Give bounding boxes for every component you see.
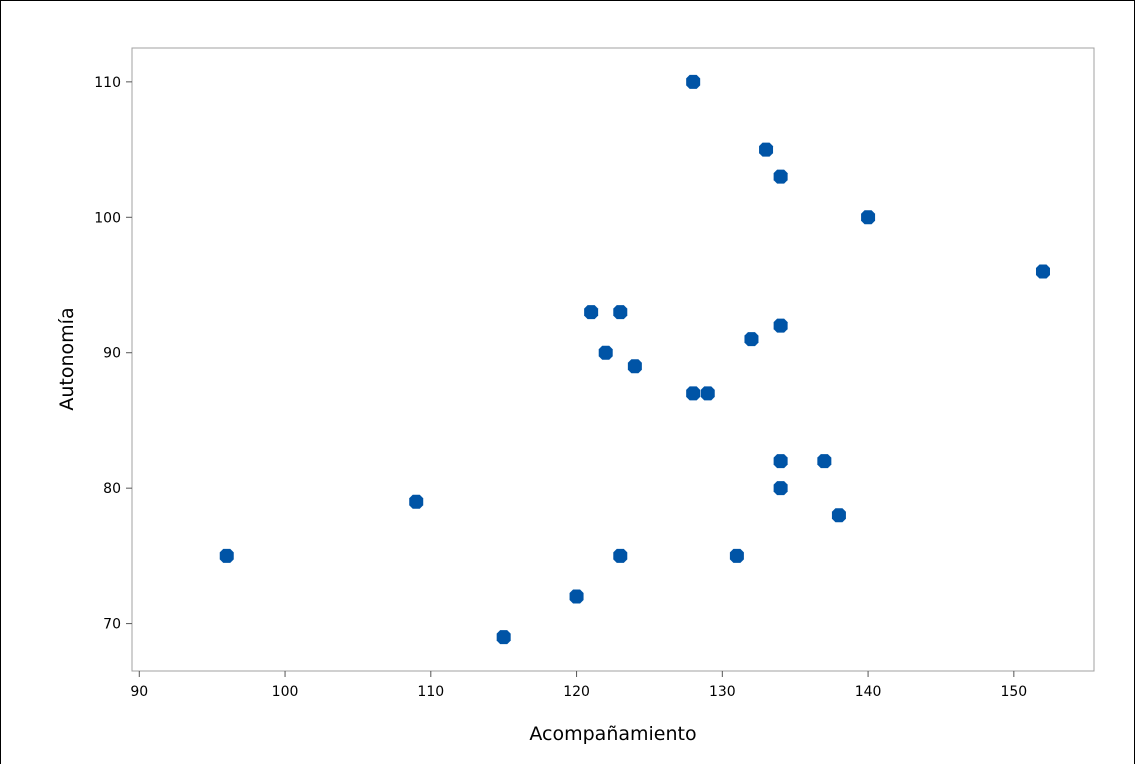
data-point: [496, 630, 511, 645]
x-tick-label: 130: [709, 684, 736, 700]
data-point: [409, 494, 424, 509]
x-axis-title: Acompañamiento: [529, 723, 696, 745]
y-tick-label: 70: [103, 617, 121, 633]
data-point: [773, 318, 788, 333]
y-tick-label: 80: [103, 481, 121, 497]
plot-area: [131, 47, 1095, 672]
x-tick-label: 120: [563, 684, 590, 700]
x-tick-label: 90: [130, 684, 148, 700]
data-point: [729, 548, 744, 563]
data-point: [861, 210, 876, 225]
data-point: [831, 508, 846, 523]
data-point: [686, 386, 701, 401]
data-point: [773, 454, 788, 469]
x-tick-label: 150: [1000, 684, 1027, 700]
y-axis: 70 80 90 100 110: [94, 75, 132, 633]
x-tick-label: 100: [272, 684, 299, 700]
y-axis-title: Autonomía: [56, 307, 78, 410]
y-tick-label: 110: [94, 75, 121, 91]
x-axis: 90 100 110 120 130 140 150: [130, 671, 1027, 700]
y-tick-label: 90: [103, 346, 121, 362]
data-point: [1035, 264, 1050, 279]
data-point: [584, 305, 599, 320]
data-point: [700, 386, 715, 401]
x-tick-label: 140: [855, 684, 882, 700]
data-point: [744, 332, 759, 347]
data-point: [773, 169, 788, 184]
data-point: [613, 548, 628, 563]
data-point: [613, 305, 628, 320]
data-point: [686, 74, 701, 89]
data-point: [598, 345, 613, 360]
x-tick-label: 110: [417, 684, 444, 700]
y-tick-label: 100: [94, 210, 121, 226]
data-point: [569, 589, 584, 604]
data-point: [219, 548, 234, 563]
data-point: [773, 481, 788, 496]
data-points: [219, 74, 1050, 645]
data-point: [759, 142, 774, 157]
data-point: [817, 454, 832, 469]
data-point: [627, 359, 642, 374]
